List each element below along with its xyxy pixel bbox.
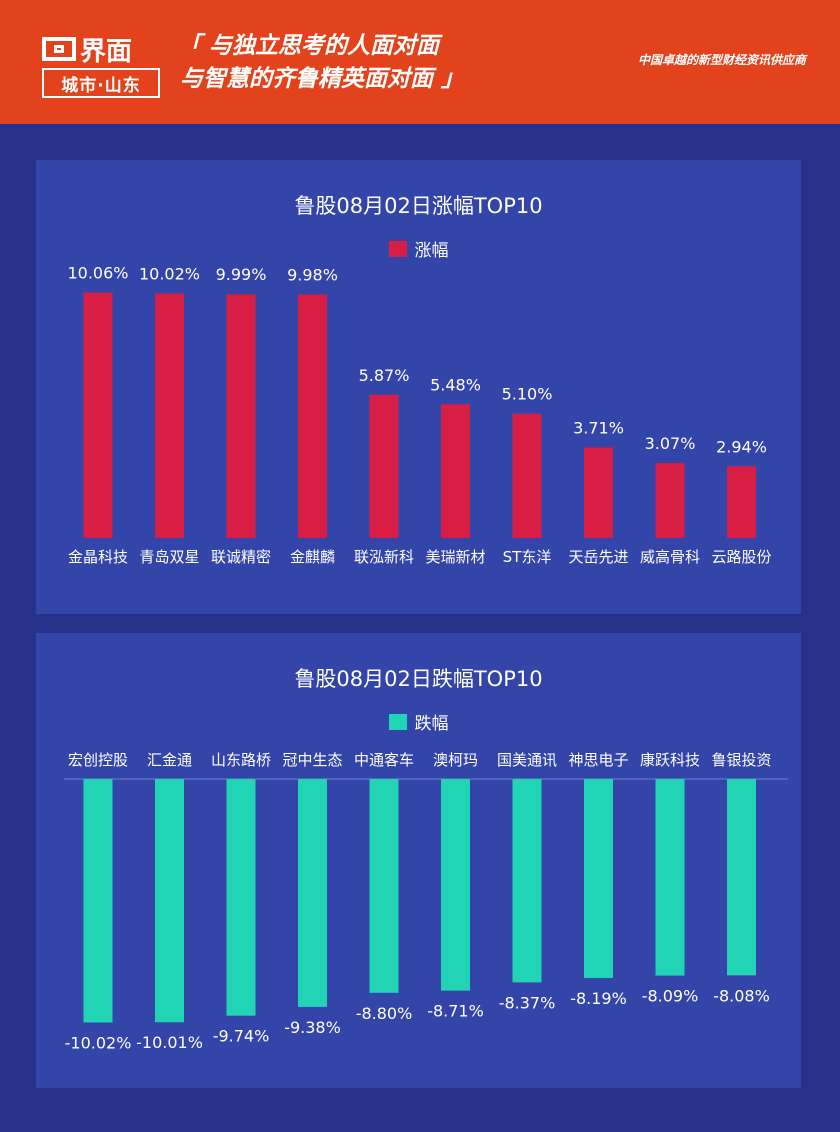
loser-value-label: -9.38% [284, 1018, 341, 1037]
logo-sub-text: 城市·山东 [42, 68, 160, 98]
gainer-value-label: 5.10% [502, 385, 553, 404]
gainer-bar [298, 294, 327, 538]
gainer-value-label: 3.71% [573, 418, 624, 437]
loser-value-label: -8.71% [427, 1002, 484, 1021]
gainer-category-label: 金晶科技 [68, 548, 128, 566]
gainer-bar [441, 404, 470, 538]
gainer-bar [584, 447, 613, 538]
losers-chart-title: 鲁股08月02日跌幅TOP10 [294, 667, 543, 691]
gainer-value-label: 5.87% [359, 366, 410, 385]
losers-legend-label: 跌幅 [414, 714, 449, 734]
losers-legend: 跌幅 [36, 709, 801, 734]
gainer-category-label: 威高骨科 [640, 548, 700, 566]
loser-value-label: -8.19% [570, 989, 627, 1008]
loser-bar [441, 779, 470, 991]
loser-category-label: 康跃科技 [640, 751, 700, 769]
gainer-value-label: 2.94% [716, 437, 767, 456]
gainer-category-label: 金麒麟 [290, 548, 335, 566]
gainer-bar [727, 466, 756, 538]
loser-value-label: -8.08% [713, 986, 770, 1005]
loser-category-label: 神思电子 [568, 751, 628, 769]
logo-mark-icon [42, 37, 76, 61]
loser-bar [727, 779, 756, 976]
tagline: 中国卓越的新型财经资讯供应商 [637, 53, 806, 67]
losers-panel: 鲁股08月02日跌幅TOP10 跌幅 -10.02% 宏创控股 -10.01% 汇金通… [36, 633, 801, 1088]
loser-category-label: 山东路桥 [211, 751, 271, 769]
slogan-line-2: 与智慧的齐鲁精英面对面 」 [180, 66, 465, 92]
loser-bar [83, 779, 113, 1023]
gainer-bar [369, 394, 399, 538]
gainer-value-label: 10.02% [139, 265, 200, 284]
loser-value-label: -10.02% [65, 1033, 132, 1052]
gainer-bar [155, 293, 184, 538]
loser-bar [584, 779, 613, 979]
gainer-category-label: ST东洋 [503, 548, 552, 566]
gainers-legend-swatch [388, 240, 407, 257]
gainer-category-label: 联诚精密 [211, 548, 271, 566]
loser-value-label: -9.74% [213, 1027, 270, 1046]
loser-bar [369, 779, 399, 993]
loser-bar [655, 779, 685, 976]
gainer-category-label: 联泓新科 [354, 548, 414, 566]
gainer-bar [512, 413, 542, 538]
slogan: 「 与独立思考的人面对面 与智慧的齐鲁精英面对面 」 [178, 30, 464, 96]
gainers-panel: 鲁股08月02日涨幅TOP10 涨幅 10.06% 金晶科技 10.02% 青岛双星 9… [36, 160, 801, 614]
gainers-chart-title: 鲁股08月02日涨幅TOP10 [294, 194, 543, 218]
gainer-bar [655, 463, 685, 538]
loser-bar [512, 779, 542, 983]
loser-bar [226, 779, 256, 1016]
gainer-category-label: 天岳先进 [568, 548, 628, 566]
gainer-category-label: 美瑞新材 [425, 548, 485, 566]
loser-category-label: 鲁银投资 [711, 751, 771, 769]
gainers-legend: 涨幅 [36, 236, 801, 261]
loser-bar [298, 779, 327, 1007]
gainers-legend-label: 涨幅 [414, 241, 449, 261]
loser-value-label: -10.01% [136, 1033, 203, 1052]
gainer-bar [83, 292, 113, 538]
loser-category-label: 中通客车 [354, 751, 414, 769]
loser-bar [155, 779, 184, 1023]
gainer-category-label: 青岛双星 [139, 548, 199, 566]
loser-category-label: 冠中生态 [282, 751, 342, 769]
loser-value-label: -8.37% [499, 993, 556, 1012]
gainer-value-label: 9.99% [216, 265, 267, 284]
header-banner: 界面 城市·山东 「 与独立思考的人面对面 与智慧的齐鲁精英面对面 」 中国卓越… [0, 0, 840, 124]
loser-category-label: 宏创控股 [68, 751, 128, 769]
gainer-category-label: 云路股份 [711, 548, 771, 566]
gainers-bar-chart: 10.06% 金晶科技 10.02% 青岛双星 9.99% 联诚精密 9.98% 金麒麟 5.8… [67, 264, 771, 566]
brand-logo: 界面 城市·山东 [42, 32, 160, 98]
slogan-line-1: 「 与独立思考的人面对面 [178, 33, 440, 59]
footer-strip [0, 1108, 840, 1132]
loser-value-label: -8.09% [642, 987, 699, 1006]
loser-category-label: 国美通讯 [497, 751, 557, 769]
gainer-bar [226, 294, 256, 538]
gainer-value-label: 10.06% [67, 264, 128, 283]
gainer-value-label: 3.07% [645, 434, 696, 453]
gainer-value-label: 5.48% [430, 375, 481, 394]
loser-category-label: 汇金通 [147, 751, 192, 769]
losers-bar-chart: -10.02% 宏创控股 -10.01% 汇金通 -9.74% 山东路桥 -9.38% 冠中生… [64, 751, 788, 1052]
gainer-value-label: 9.98% [287, 265, 338, 284]
loser-value-label: -8.80% [356, 1004, 413, 1023]
loser-category-label: 澳柯玛 [433, 751, 478, 769]
logo-brand-text: 界面 [80, 36, 133, 67]
losers-legend-swatch [388, 713, 407, 730]
